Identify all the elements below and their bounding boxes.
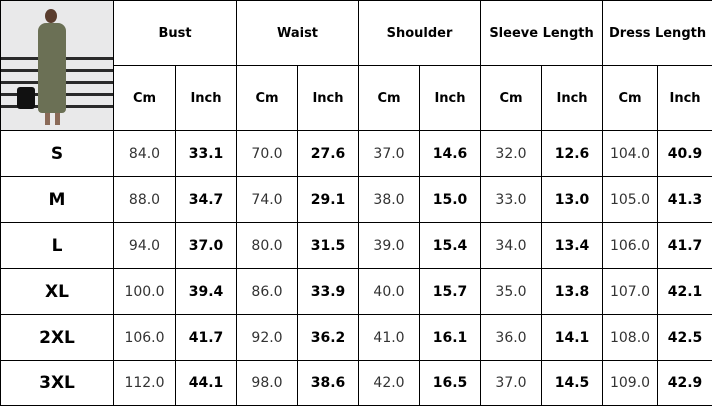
cm-value: 112.0 bbox=[114, 361, 176, 406]
inch-value: 16.5 bbox=[420, 361, 481, 406]
size-label: 3XL bbox=[1, 361, 114, 406]
cm-value: 105.0 bbox=[603, 177, 658, 223]
model-head bbox=[45, 9, 57, 23]
inch-value: 44.1 bbox=[176, 361, 237, 406]
cm-value: 37.0 bbox=[359, 131, 420, 177]
cm-value: 84.0 bbox=[114, 131, 176, 177]
inch-value: 13.0 bbox=[542, 177, 603, 223]
inch-value: 41.3 bbox=[658, 177, 712, 223]
unit-header-cm: Cm bbox=[603, 66, 658, 131]
inch-value: 38.6 bbox=[298, 361, 359, 406]
cm-value: 88.0 bbox=[114, 177, 176, 223]
inch-value: 36.2 bbox=[298, 315, 359, 361]
column-header: Bust bbox=[114, 1, 237, 66]
cm-value: 37.0 bbox=[481, 361, 542, 406]
size-label: S bbox=[1, 131, 114, 177]
cm-value: 41.0 bbox=[359, 315, 420, 361]
inch-value: 37.0 bbox=[176, 223, 237, 269]
cm-value: 107.0 bbox=[603, 269, 658, 315]
unit-header-inch: Inch bbox=[176, 66, 237, 131]
size-label: M bbox=[1, 177, 114, 223]
cm-value: 86.0 bbox=[237, 269, 298, 315]
unit-header-cm: Cm bbox=[237, 66, 298, 131]
cm-value: 108.0 bbox=[603, 315, 658, 361]
cm-value: 35.0 bbox=[481, 269, 542, 315]
size-label: XL bbox=[1, 269, 114, 315]
unit-header-inch: Inch bbox=[658, 66, 712, 131]
unit-header-inch: Inch bbox=[542, 66, 603, 131]
unit-header-inch: Inch bbox=[298, 66, 359, 131]
inch-value: 40.9 bbox=[658, 131, 712, 177]
inch-value: 13.8 bbox=[542, 269, 603, 315]
column-header: Dress Length bbox=[603, 1, 712, 66]
cm-value: 32.0 bbox=[481, 131, 542, 177]
dress-shape bbox=[38, 23, 66, 113]
cm-value: 92.0 bbox=[237, 315, 298, 361]
inch-value: 14.1 bbox=[542, 315, 603, 361]
cm-value: 109.0 bbox=[603, 361, 658, 406]
cm-value: 106.0 bbox=[114, 315, 176, 361]
inch-value: 33.9 bbox=[298, 269, 359, 315]
cm-value: 39.0 bbox=[359, 223, 420, 269]
unit-header-cm: Cm bbox=[359, 66, 420, 131]
unit-header-inch: Inch bbox=[420, 66, 481, 131]
inch-value: 15.4 bbox=[420, 223, 481, 269]
cm-value: 106.0 bbox=[603, 223, 658, 269]
cm-value: 70.0 bbox=[237, 131, 298, 177]
inch-value: 42.1 bbox=[658, 269, 712, 315]
cm-value: 74.0 bbox=[237, 177, 298, 223]
inch-value: 42.5 bbox=[658, 315, 712, 361]
inch-value: 13.4 bbox=[542, 223, 603, 269]
inch-value: 15.0 bbox=[420, 177, 481, 223]
inch-value: 16.1 bbox=[420, 315, 481, 361]
size-label: 2XL bbox=[1, 315, 114, 361]
inch-value: 41.7 bbox=[176, 315, 237, 361]
cm-value: 38.0 bbox=[359, 177, 420, 223]
column-header: Waist bbox=[237, 1, 359, 66]
product-photo bbox=[1, 1, 114, 131]
cm-value: 98.0 bbox=[237, 361, 298, 406]
unit-header-cm: Cm bbox=[114, 66, 176, 131]
size-label: L bbox=[1, 223, 114, 269]
cm-value: 34.0 bbox=[481, 223, 542, 269]
handbag-icon bbox=[17, 87, 35, 109]
inch-value: 31.5 bbox=[298, 223, 359, 269]
cm-value: 42.0 bbox=[359, 361, 420, 406]
cm-value: 94.0 bbox=[114, 223, 176, 269]
cm-value: 33.0 bbox=[481, 177, 542, 223]
cm-value: 100.0 bbox=[114, 269, 176, 315]
inch-value: 12.6 bbox=[542, 131, 603, 177]
inch-value: 41.7 bbox=[658, 223, 712, 269]
cm-value: 40.0 bbox=[359, 269, 420, 315]
column-header: Sleeve Length bbox=[481, 1, 603, 66]
inch-value: 27.6 bbox=[298, 131, 359, 177]
cm-value: 80.0 bbox=[237, 223, 298, 269]
inch-value: 42.9 bbox=[658, 361, 712, 406]
inch-value: 15.7 bbox=[420, 269, 481, 315]
cm-value: 104.0 bbox=[603, 131, 658, 177]
inch-value: 29.1 bbox=[298, 177, 359, 223]
inch-value: 33.1 bbox=[176, 131, 237, 177]
inch-value: 39.4 bbox=[176, 269, 237, 315]
inch-value: 34.7 bbox=[176, 177, 237, 223]
column-header: Shoulder bbox=[359, 1, 481, 66]
inch-value: 14.6 bbox=[420, 131, 481, 177]
inch-value: 14.5 bbox=[542, 361, 603, 406]
cm-value: 36.0 bbox=[481, 315, 542, 361]
unit-header-cm: Cm bbox=[481, 66, 542, 131]
